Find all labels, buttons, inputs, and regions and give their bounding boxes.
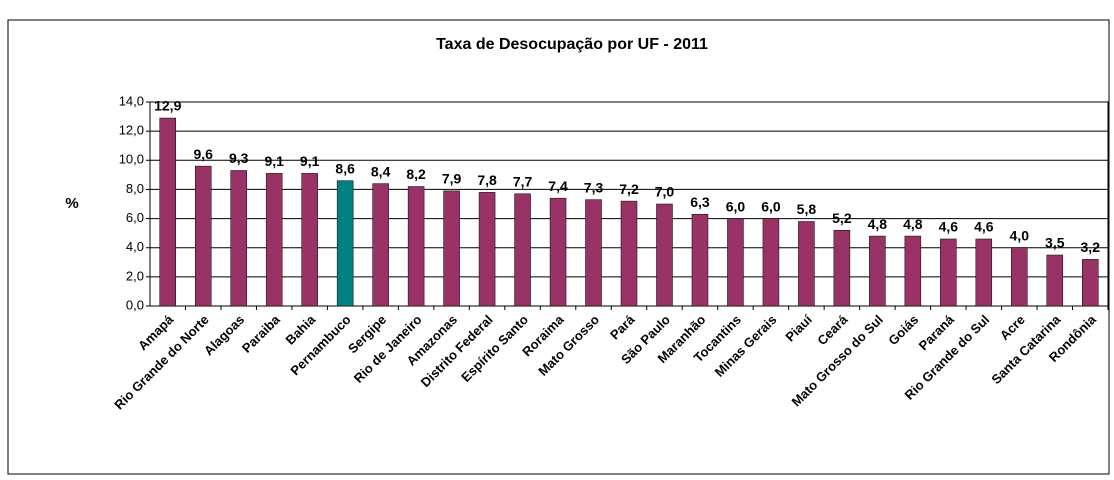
bar xyxy=(407,186,425,307)
bar xyxy=(833,229,851,307)
bar xyxy=(798,221,815,307)
y-tick-label: 4,0 xyxy=(126,239,144,254)
value-label: 6,3 xyxy=(690,194,710,210)
value-label: 7,9 xyxy=(442,171,462,187)
bar xyxy=(585,199,602,307)
bar xyxy=(514,193,531,307)
bar xyxy=(940,238,957,307)
bar xyxy=(1046,254,1064,307)
bar xyxy=(194,165,212,307)
y-tick-label: 10,0 xyxy=(119,152,144,167)
bar xyxy=(762,218,780,307)
value-label: 7,8 xyxy=(477,172,497,188)
value-label: 5,8 xyxy=(797,201,817,217)
y-tick-label: 6,0 xyxy=(126,210,144,225)
value-label: 9,1 xyxy=(264,153,284,169)
value-label: 7,3 xyxy=(584,179,604,195)
y-tick-label: 8,0 xyxy=(126,181,144,196)
value-label: 7,0 xyxy=(655,184,675,200)
y-tick-label: 14,0 xyxy=(119,93,144,108)
value-label: 4,8 xyxy=(868,216,888,232)
value-label: 8,2 xyxy=(406,166,426,182)
bar xyxy=(1082,259,1099,307)
bar xyxy=(336,180,354,307)
value-label: 8,4 xyxy=(371,163,391,179)
y-tick-label: 12,0 xyxy=(119,123,144,138)
value-label: 9,6 xyxy=(193,146,213,162)
y-tick-label: 0,0 xyxy=(126,297,144,312)
value-label: 3,2 xyxy=(1081,239,1101,255)
bar xyxy=(975,238,993,307)
bar xyxy=(691,213,709,307)
bar xyxy=(1011,247,1028,307)
value-label: 7,7 xyxy=(513,174,533,190)
bar xyxy=(869,235,886,307)
bar xyxy=(443,190,460,307)
bar xyxy=(372,183,389,307)
bar xyxy=(478,192,496,307)
value-label: 4,0 xyxy=(1010,227,1030,243)
value-label: 12,9 xyxy=(154,98,181,114)
value-label: 9,1 xyxy=(300,153,320,169)
y-tick-label: 2,0 xyxy=(126,268,144,283)
value-label: 7,2 xyxy=(619,181,639,197)
value-label: 4,6 xyxy=(939,219,959,235)
bar xyxy=(904,235,922,307)
value-label: 4,8 xyxy=(903,216,923,232)
value-label: 4,6 xyxy=(974,219,994,235)
value-label: 6,0 xyxy=(761,198,781,214)
bar xyxy=(301,173,318,307)
bar xyxy=(230,170,247,307)
bar xyxy=(620,200,638,307)
value-label: 3,5 xyxy=(1045,235,1065,251)
bar xyxy=(656,203,673,307)
value-label: 7,4 xyxy=(548,178,568,194)
value-label: 5,2 xyxy=(832,210,852,226)
value-label: 6,0 xyxy=(726,198,746,214)
bar xyxy=(159,117,176,307)
value-label: 9,3 xyxy=(229,150,249,166)
bar xyxy=(727,218,744,307)
bar xyxy=(549,197,567,307)
chart-title: Taxa de Desocupação por UF - 2011 xyxy=(436,36,708,53)
value-label: 8,6 xyxy=(335,160,355,176)
bar xyxy=(265,173,283,307)
y-axis-label: % xyxy=(65,195,78,212)
